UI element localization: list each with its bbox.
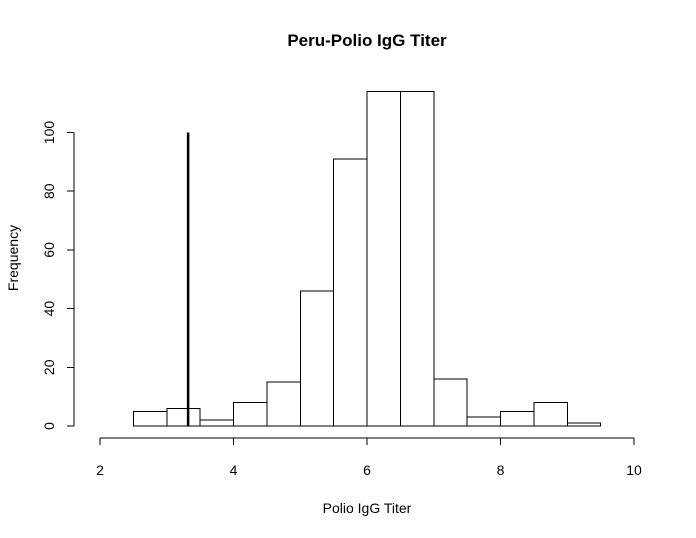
x-tick-label: 4 <box>230 462 238 478</box>
y-tick-label: 100 <box>41 121 57 145</box>
x-axis: 2 4 6 8 10 <box>96 437 642 478</box>
histogram-bar <box>266 381 301 427</box>
y-tick-label: 20 <box>41 359 57 375</box>
x-tick-label: 6 <box>363 462 371 478</box>
bars-group <box>132 90 602 427</box>
y-tick-label: 0 <box>41 422 57 430</box>
x-axis-label: Polio IgG Titer <box>323 500 412 516</box>
histogram-bar <box>366 90 401 427</box>
histogram-bar <box>566 422 602 427</box>
histogram-bar <box>233 402 268 427</box>
y-tick-label: 40 <box>41 301 57 317</box>
y-tick-label: 60 <box>41 242 57 258</box>
histogram-bar <box>533 402 568 427</box>
histogram-bar <box>466 416 501 427</box>
histogram-bar <box>433 378 468 427</box>
histogram-bar <box>199 419 234 427</box>
histogram-bar <box>500 410 535 427</box>
y-axis: 0 20 40 60 80 100 <box>41 121 75 430</box>
histogram-bar <box>399 90 435 427</box>
chart-title: Peru-Polio IgG Titer <box>287 31 447 50</box>
histogram-bar <box>166 407 201 427</box>
x-tick-label: 2 <box>96 462 104 478</box>
x-tick-label: 8 <box>497 462 505 478</box>
histogram-bar <box>299 290 335 427</box>
x-tick-label: 10 <box>626 462 642 478</box>
y-axis-label: Frequency <box>5 225 21 291</box>
histogram-bar <box>132 410 168 427</box>
y-tick-label: 80 <box>41 183 57 199</box>
histogram-bar <box>333 158 368 427</box>
